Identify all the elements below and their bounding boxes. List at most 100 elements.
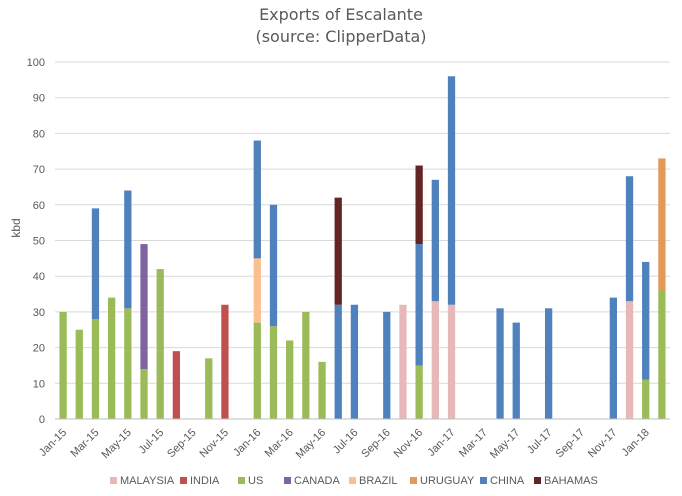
bar-segment-china bbox=[609, 297, 617, 419]
legend-item-canada: CANADA bbox=[284, 475, 341, 487]
legend-swatch bbox=[110, 477, 117, 484]
bar-segment-us bbox=[642, 379, 650, 419]
bar-segment-china bbox=[496, 308, 504, 419]
y-tick-label: 10 bbox=[33, 378, 45, 390]
legend-item-india: INDIA bbox=[180, 475, 220, 487]
y-tick-label: 100 bbox=[27, 57, 45, 69]
y-tick-label: 50 bbox=[33, 236, 45, 248]
x-tick-label: Mar-17 bbox=[457, 427, 490, 460]
x-tick-label: Jul-16 bbox=[331, 427, 361, 457]
bar-segment-bahamas bbox=[334, 197, 342, 305]
legend-label: MALAYSIA bbox=[120, 475, 175, 487]
bar-segment-uruguay bbox=[658, 158, 666, 291]
y-tick-label: 60 bbox=[33, 200, 45, 212]
y-tick-label: 30 bbox=[33, 307, 45, 319]
y-axis-label: kbd bbox=[9, 218, 23, 237]
legend-swatch bbox=[180, 477, 187, 484]
legend-label: US bbox=[248, 475, 263, 487]
bars bbox=[59, 76, 666, 419]
bar-segment-china bbox=[253, 140, 261, 259]
x-tick-label: Mar-15 bbox=[68, 427, 101, 460]
bar-segment-china bbox=[350, 304, 359, 419]
legend-item-malaysia: MALAYSIA bbox=[110, 475, 175, 487]
bar-segment-china bbox=[269, 204, 278, 327]
bar-segment-us bbox=[124, 308, 132, 419]
x-tick-label: Jul-15 bbox=[137, 427, 167, 457]
bar-segment-china bbox=[124, 190, 132, 309]
legend-swatch bbox=[480, 477, 487, 484]
x-tick-label: May-16 bbox=[294, 427, 328, 461]
x-tick-label: May-17 bbox=[488, 427, 522, 461]
bar-segment-india bbox=[172, 351, 181, 419]
x-tick-label: Jan-17 bbox=[425, 427, 457, 459]
legend-item-bahamas: BAHAMAS bbox=[534, 475, 598, 487]
legend-label: CANADA bbox=[294, 475, 341, 487]
bar-segment-china bbox=[91, 208, 100, 320]
legend-swatch bbox=[410, 477, 417, 484]
legend-swatch bbox=[284, 477, 291, 484]
legend-label: BRAZIL bbox=[359, 475, 398, 487]
bar-segment-malaysia bbox=[625, 301, 634, 419]
chart-subtitle: (source: ClipperData) bbox=[255, 27, 426, 46]
legend-label: BAHAMAS bbox=[544, 475, 598, 487]
y-tick-label: 0 bbox=[39, 414, 45, 426]
x-tick-label: Sep-17 bbox=[554, 427, 588, 461]
x-tick-label: Jan-16 bbox=[231, 427, 263, 459]
bar-segment-us bbox=[91, 319, 100, 419]
bar-segment-us bbox=[59, 311, 67, 419]
x-tick-label: Nov-17 bbox=[586, 427, 620, 461]
bar-segment-bahamas bbox=[415, 165, 423, 245]
x-tick-label: Jan-15 bbox=[37, 427, 69, 459]
x-tick-label: May-15 bbox=[100, 427, 134, 461]
legend-label: INDIA bbox=[190, 475, 220, 487]
bar-segment-canada bbox=[140, 244, 148, 370]
bar-segment-us bbox=[318, 361, 326, 419]
bar-segment-us bbox=[156, 269, 164, 419]
y-tick-label: 20 bbox=[33, 343, 45, 355]
legend: MALAYSIA INDIA US CANADA BRAZIL URUGUAY CHINA B… bbox=[110, 475, 598, 487]
bar-segment-us bbox=[140, 369, 148, 419]
legend-swatch bbox=[238, 477, 245, 484]
bar-segment-malaysia bbox=[447, 304, 456, 419]
bar-segment-malaysia bbox=[399, 304, 407, 419]
bar-segment-us bbox=[302, 311, 310, 419]
legend-label: URUGUAY bbox=[420, 475, 475, 487]
bar-segment-china bbox=[512, 322, 520, 419]
chart-title: Exports of Escalante bbox=[259, 5, 423, 24]
bar-segment-china bbox=[334, 304, 342, 419]
legend-swatch bbox=[534, 477, 541, 484]
y-tick-label: 80 bbox=[33, 128, 45, 140]
legend-item-us: US bbox=[238, 475, 263, 487]
bar-segment-china bbox=[544, 308, 553, 419]
legend-item-uruguay: URUGUAY bbox=[410, 475, 475, 487]
bar-segment-china bbox=[642, 261, 650, 380]
legend-item-brazil: BRAZIL bbox=[349, 475, 398, 487]
y-tick-label: 40 bbox=[33, 271, 45, 283]
bar-segment-china bbox=[431, 179, 439, 302]
x-tick-label: Mar-16 bbox=[263, 427, 296, 460]
bar-segment-india bbox=[221, 304, 229, 419]
bar-segment-us bbox=[253, 322, 261, 419]
bar-segment-malaysia bbox=[431, 301, 439, 419]
legend-swatch bbox=[349, 477, 356, 484]
bar-segment-us bbox=[415, 365, 423, 419]
bar-segment-us bbox=[286, 340, 294, 419]
x-tick-label: Sep-16 bbox=[359, 427, 393, 461]
x-tick-label: Jan-18 bbox=[620, 427, 652, 459]
bar-segment-china bbox=[383, 311, 391, 419]
y-tick-label: 70 bbox=[33, 164, 45, 176]
bar-segment-us bbox=[75, 329, 83, 419]
bar-segment-us bbox=[108, 297, 116, 419]
bar-segment-brazil bbox=[253, 258, 261, 323]
bar-segment-us bbox=[269, 326, 278, 419]
y-tick-label: 90 bbox=[33, 93, 45, 105]
legend-label: CHINA bbox=[490, 475, 525, 487]
bar-segment-china bbox=[415, 244, 423, 366]
x-tick-label: Jul-17 bbox=[525, 427, 555, 457]
x-tick-label: Nov-16 bbox=[392, 427, 426, 461]
x-tick-label: Sep-15 bbox=[165, 427, 199, 461]
bar-segment-us bbox=[205, 358, 213, 419]
bar-segment-china bbox=[447, 76, 456, 305]
bar-segment-us bbox=[658, 290, 666, 419]
